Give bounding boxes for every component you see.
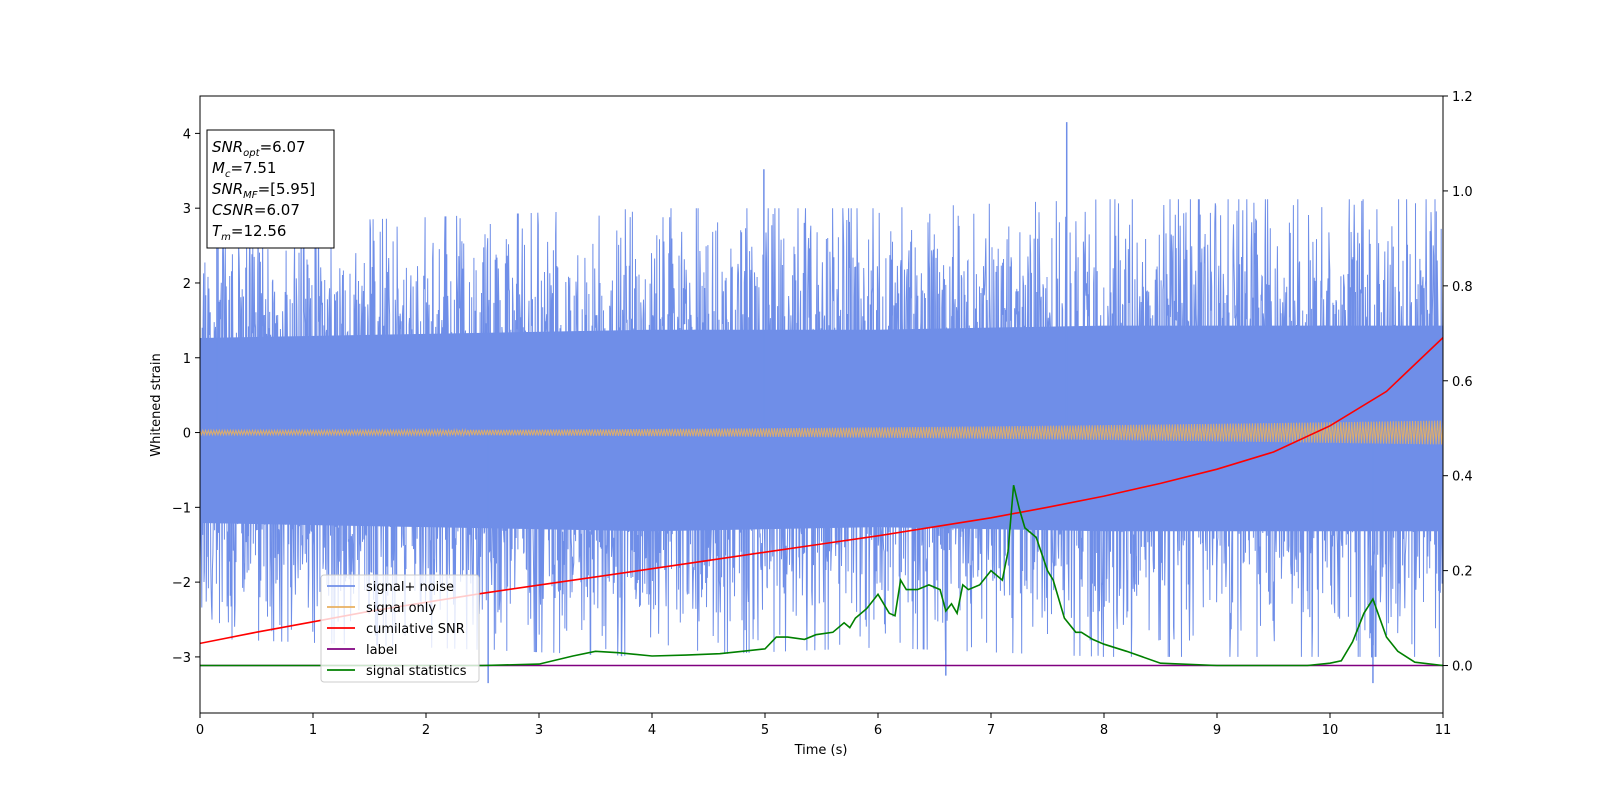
plot-frame — [199, 95, 1444, 714]
series-line-signal-statistics — [200, 485, 1443, 667]
y-tick-label: −3 — [172, 651, 191, 666]
right-y-tick-label: 0.0 — [1452, 660, 1473, 675]
legend-label: signal only — [366, 601, 436, 616]
x-tick-label: 1 — [309, 723, 317, 738]
y-tick-label: −2 — [172, 576, 191, 591]
right-y-tick-label: 1.0 — [1452, 185, 1473, 200]
annotation-line: SNRopt=6.07 — [212, 138, 306, 159]
x-tick-label: 0 — [196, 723, 204, 738]
right-y-tick-label: 1.2 — [1452, 90, 1473, 105]
x-axis-label: Time (s) — [794, 743, 848, 758]
right-y-tick-label: 0.8 — [1452, 280, 1473, 295]
x-tick-label: 10 — [1322, 723, 1339, 738]
legend-frame — [320, 574, 480, 683]
series-line-signal-only — [200, 420, 1443, 445]
y-tick-label: 4 — [183, 127, 191, 142]
x-tick-label: 3 — [535, 723, 543, 738]
legend-label: signal statistics — [366, 664, 467, 679]
x-tick-label: 4 — [648, 723, 656, 738]
x-tick-label: 6 — [874, 723, 882, 738]
y-tick-label: 0 — [183, 427, 191, 442]
x-tick-label: 9 — [1213, 723, 1221, 738]
x-axis-ticks: 0 1 2 3 4 5 6 7 8 9 10 11 — [196, 713, 1451, 738]
y-tick-label: −1 — [172, 501, 191, 516]
x-tick-label: 8 — [1100, 723, 1108, 738]
y-axis-ticks: −3 −2 −1 0 1 2 3 4 — [172, 127, 200, 666]
legend-label: signal+ noise — [366, 580, 454, 595]
right-y-tick-label: 0.6 — [1452, 375, 1473, 390]
right-y-tick-label: 0.2 — [1452, 565, 1473, 580]
annotation-line: SNRMF=[5.95] — [212, 180, 315, 201]
x-tick-label: 2 — [422, 723, 430, 738]
y-tick-label: 2 — [183, 277, 191, 292]
legend: signal+ noise signal only cumilative SNR la… — [320, 574, 480, 683]
legend-label: cumilative SNR — [366, 622, 465, 637]
y-tick-label: 1 — [183, 352, 191, 367]
legend-label: label — [366, 643, 397, 658]
annotation-frame — [206, 129, 335, 249]
right-y-tick-label: 0.4 — [1452, 470, 1473, 485]
y-axis-label: Whitened strain — [149, 353, 164, 456]
right-y-axis-ticks: 0.0 0.2 0.4 0.6 0.8 1.0 1.2 — [1443, 90, 1473, 675]
annotation-line: Mc=7.51 — [212, 159, 276, 180]
x-tick-label: 7 — [987, 723, 995, 738]
x-tick-label: 11 — [1435, 723, 1452, 738]
annotation-line: Tm=12.56 — [212, 222, 286, 243]
y-tick-label: 3 — [183, 202, 191, 217]
x-tick-label: 5 — [761, 723, 769, 738]
annotation-line: CSNR=6.07 — [212, 201, 300, 219]
